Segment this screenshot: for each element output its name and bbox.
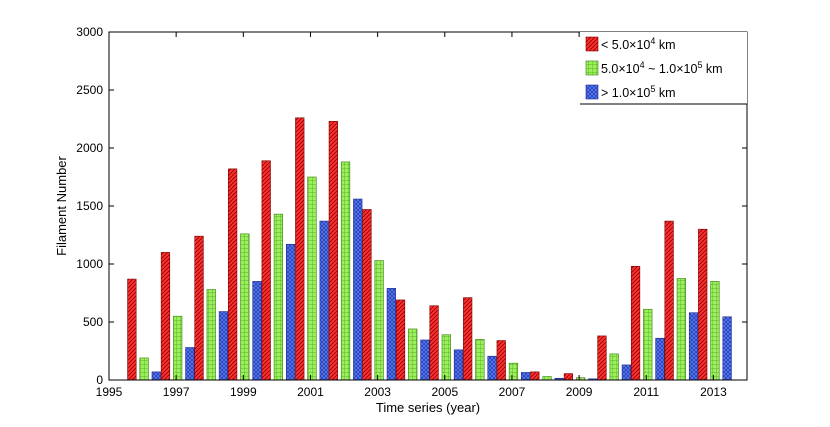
y-tick-label: 3000 bbox=[76, 25, 103, 39]
bar-red-1996 bbox=[127, 278, 137, 381]
bar-red-1998 bbox=[194, 235, 204, 381]
bar-green-2000 bbox=[273, 213, 283, 381]
bar-red-2009 bbox=[563, 373, 574, 381]
bar-green-2005 bbox=[441, 334, 451, 381]
bar-blue-2003 bbox=[386, 288, 396, 381]
bar-red-2010 bbox=[597, 335, 607, 381]
bar-blue-2000 bbox=[285, 243, 296, 381]
legend-box bbox=[580, 32, 747, 104]
bar-red-2008 bbox=[530, 371, 540, 381]
bar-blue-1998 bbox=[218, 311, 229, 381]
bar-green-2001 bbox=[307, 176, 317, 381]
bar-green-2006 bbox=[475, 339, 485, 381]
x-axis-label: Time series (year) bbox=[376, 400, 480, 415]
bar-green-1999 bbox=[240, 233, 250, 381]
legend-label-green: 5.0×104 ~ 1.0×105 km bbox=[601, 60, 723, 76]
bar-green-2010 bbox=[609, 353, 619, 381]
x-tick-label: 1995 bbox=[96, 385, 123, 399]
y-axis: 0 500 1000 1500 2000 2500 3000 bbox=[76, 25, 747, 387]
bar-blue-2002 bbox=[353, 198, 363, 381]
bar-green-2012 bbox=[676, 278, 686, 381]
bar-red-2000 bbox=[261, 160, 271, 381]
bar-red-1999 bbox=[228, 168, 238, 381]
bar-red-2011 bbox=[630, 266, 641, 381]
x-tick-label: 2013 bbox=[700, 385, 727, 399]
x-tick-label: 1997 bbox=[163, 385, 190, 399]
y-tick-label: 1000 bbox=[76, 257, 103, 271]
bar-red-2013 bbox=[698, 228, 708, 381]
bar-red-2001 bbox=[295, 117, 305, 381]
bar-blue-2006 bbox=[487, 355, 497, 381]
bar-red-2002 bbox=[328, 121, 338, 381]
bar-blue-1996 bbox=[151, 371, 161, 381]
bar-green-2011 bbox=[643, 308, 653, 381]
bar-blue-2013 bbox=[722, 316, 732, 381]
legend: < 5.0×104 km 5.0×104 ~ 1.0×105 km > 1.0×10… bbox=[580, 32, 747, 105]
bar-red-2005 bbox=[429, 305, 439, 381]
x-tick-label: 2003 bbox=[364, 385, 391, 399]
bars-layer bbox=[127, 117, 732, 381]
x-tick-label: 1999 bbox=[230, 385, 257, 399]
bar-red-1997 bbox=[160, 252, 171, 381]
bar-green-1996 bbox=[139, 357, 149, 381]
legend-label-red: < 5.0×104 km bbox=[601, 36, 676, 52]
bar-red-2007 bbox=[496, 340, 506, 381]
x-tick-label: 2011 bbox=[633, 385, 659, 399]
y-axis-label: Filament Number bbox=[54, 155, 69, 255]
bar-blue-2012 bbox=[688, 312, 699, 381]
x-axis: 1995 1997 1999 2001 2003 2005 2007 2009 2011 2013 bbox=[96, 32, 727, 399]
y-tick-label: 0 bbox=[96, 373, 103, 387]
y-tick-label: 500 bbox=[83, 315, 103, 329]
bar-red-2003 bbox=[362, 209, 372, 381]
bar-green-2013 bbox=[710, 281, 720, 381]
legend-swatch-blue bbox=[585, 84, 599, 100]
legend-swatch-green bbox=[585, 60, 599, 76]
bar-green-2003 bbox=[374, 260, 384, 381]
bar-blue-2007 bbox=[521, 372, 531, 381]
x-tick-label: 2001 bbox=[297, 385, 324, 399]
bar-blue-2010 bbox=[621, 364, 631, 381]
bar-blue-2005 bbox=[453, 349, 464, 381]
x-tick-label: 2007 bbox=[499, 385, 526, 399]
bar-blue-2004 bbox=[420, 339, 430, 381]
y-tick-label: 2500 bbox=[76, 83, 103, 97]
legend-label-blue: > 1.0×105 km bbox=[601, 84, 676, 100]
bar-blue-1999 bbox=[252, 281, 262, 381]
bar-green-1998 bbox=[206, 289, 216, 381]
x-tick-label: 2009 bbox=[566, 385, 593, 399]
bar-red-2004 bbox=[395, 299, 406, 381]
y-tick-label: 2000 bbox=[76, 141, 103, 155]
y-tick-label: 1500 bbox=[76, 199, 103, 213]
bar-red-2006 bbox=[463, 297, 473, 381]
bar-blue-2001 bbox=[319, 220, 329, 381]
bar-red-2012 bbox=[664, 220, 674, 381]
bar-green-1997 bbox=[173, 315, 183, 381]
bar-green-2004 bbox=[408, 328, 418, 381]
legend-swatch-red bbox=[585, 36, 599, 52]
bar-green-2007 bbox=[508, 362, 519, 381]
bar-blue-1997 bbox=[185, 347, 195, 381]
bar-green-2002 bbox=[340, 161, 351, 381]
bar-blue-2011 bbox=[655, 337, 665, 381]
x-tick-label: 2005 bbox=[431, 385, 458, 399]
bar-green-2008 bbox=[542, 376, 552, 381]
